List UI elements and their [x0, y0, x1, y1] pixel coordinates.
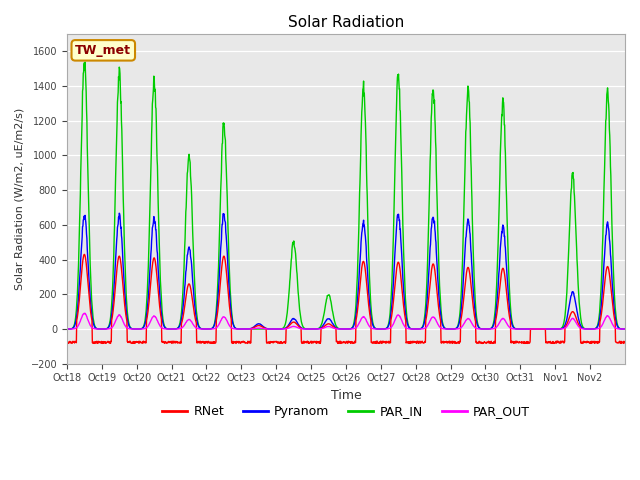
- RNet: [621, 339, 629, 345]
- PAR_IN: [63, 326, 71, 332]
- RNet: [478, 339, 486, 345]
- Line: PAR_IN: PAR_IN: [67, 62, 625, 329]
- Y-axis label: Solar Radiation (W/m2, uE/m2/s): Solar Radiation (W/m2, uE/m2/s): [15, 108, 25, 290]
- PAR_OUT: [150, 313, 158, 319]
- Pyranom: [560, 324, 568, 330]
- PAR_OUT: [478, 326, 486, 332]
- X-axis label: Time: Time: [331, 389, 362, 402]
- Title: Solar Radiation: Solar Radiation: [288, 15, 404, 30]
- Pyranom: [614, 325, 622, 331]
- RNet: [150, 255, 158, 261]
- PAR_IN: [560, 320, 568, 325]
- PAR_IN: [332, 323, 340, 328]
- RNet: [521, 340, 529, 346]
- PAR_OUT: [621, 326, 629, 332]
- RNet: [321, 323, 329, 329]
- Pyranom: [621, 326, 629, 332]
- PAR_OUT: [517, 326, 525, 332]
- PAR_IN: [478, 326, 486, 332]
- PAR_OUT: [560, 326, 568, 332]
- Line: PAR_OUT: PAR_OUT: [67, 313, 625, 329]
- PAR_OUT: [81, 311, 89, 316]
- PAR_OUT: [332, 326, 339, 332]
- Pyranom: [150, 218, 158, 224]
- RNet: [63, 339, 71, 345]
- PAR_IN: [614, 324, 622, 330]
- Pyranom: [63, 326, 71, 332]
- PAR_OUT: [321, 324, 329, 330]
- Legend: RNet, Pyranom, PAR_IN, PAR_OUT: RNet, Pyranom, PAR_IN, PAR_OUT: [157, 400, 535, 423]
- RNet: [614, 340, 622, 346]
- PAR_IN: [81, 59, 89, 65]
- Text: TW_met: TW_met: [76, 44, 131, 57]
- PAR_OUT: [63, 326, 71, 332]
- PAR_IN: [150, 84, 158, 90]
- Pyranom: [332, 324, 339, 330]
- PAR_IN: [621, 326, 629, 332]
- Pyranom: [517, 326, 525, 332]
- Pyranom: [115, 210, 123, 216]
- Pyranom: [478, 326, 486, 332]
- RNet: [560, 340, 568, 346]
- PAR_IN: [321, 303, 329, 309]
- Line: RNet: RNet: [67, 254, 625, 343]
- RNet: [81, 252, 88, 257]
- PAR_IN: [237, 326, 245, 332]
- PAR_OUT: [614, 326, 622, 332]
- Pyranom: [321, 319, 329, 325]
- Line: Pyranom: Pyranom: [67, 213, 625, 329]
- RNet: [332, 325, 339, 331]
